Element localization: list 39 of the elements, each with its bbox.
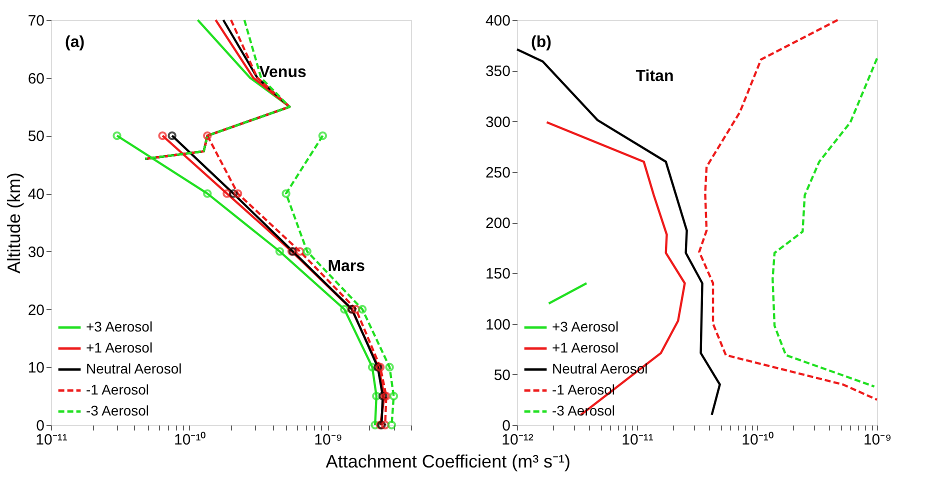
x-tick-label: 10⁻¹⁰ bbox=[742, 432, 774, 448]
legend-label: Neutral Aerosol bbox=[86, 360, 182, 376]
y-tick-label: 200 bbox=[485, 215, 510, 232]
y-tick-label: 150 bbox=[485, 266, 510, 283]
annotation: Venus bbox=[259, 64, 306, 82]
y-tick-label: 0 bbox=[502, 418, 510, 434]
legend-label: +1 Aerosol bbox=[552, 340, 619, 356]
y-tick-label: 40 bbox=[28, 186, 44, 204]
y-tick-label: 50 bbox=[494, 366, 510, 384]
legend-label: -3 Aerosol bbox=[86, 402, 150, 418]
x-tick-label: 10⁻⁹ bbox=[314, 432, 342, 448]
y-tick-label: 300 bbox=[485, 114, 510, 131]
x-axis-title: Attachment Coefficient (m³ s⁻¹) bbox=[326, 452, 571, 472]
legend-label: -1 Aerosol bbox=[552, 382, 616, 398]
x-tick-label: 10⁻⁹ bbox=[863, 432, 892, 448]
annotation: Titan bbox=[636, 68, 674, 85]
y-tick-label: 30 bbox=[28, 244, 44, 261]
annotation: (b) bbox=[531, 34, 552, 51]
annotation: Mars bbox=[328, 258, 366, 275]
y-tick-label: 70 bbox=[28, 12, 44, 30]
legend-label: +1 Aerosol bbox=[86, 340, 153, 356]
y-axis-title: Altitude (km) bbox=[4, 172, 24, 274]
y-tick-label: 250 bbox=[485, 164, 510, 182]
y-tick-label: 20 bbox=[28, 302, 44, 319]
y-tick-label: 50 bbox=[28, 128, 44, 146]
x-tick-label: 10⁻¹¹ bbox=[622, 432, 654, 448]
y-tick-label: 60 bbox=[28, 70, 44, 88]
legend-label: +3 Aerosol bbox=[552, 318, 619, 334]
annotation: (a) bbox=[65, 34, 85, 51]
x-tick-label: 10⁻¹⁰ bbox=[174, 432, 206, 448]
y-tick-label: 10 bbox=[28, 360, 44, 377]
x-tick-label: 10⁻¹¹ bbox=[36, 432, 68, 448]
y-tick-label: 350 bbox=[485, 63, 510, 80]
y-tick-label: 400 bbox=[485, 12, 510, 30]
legend-label: -1 Aerosol bbox=[86, 382, 150, 398]
y-tick-label: 0 bbox=[36, 418, 44, 434]
y-tick-label: 100 bbox=[485, 316, 510, 334]
legend-label: +3 Aerosol bbox=[86, 318, 153, 334]
x-tick-label: 10⁻¹² bbox=[502, 432, 534, 448]
